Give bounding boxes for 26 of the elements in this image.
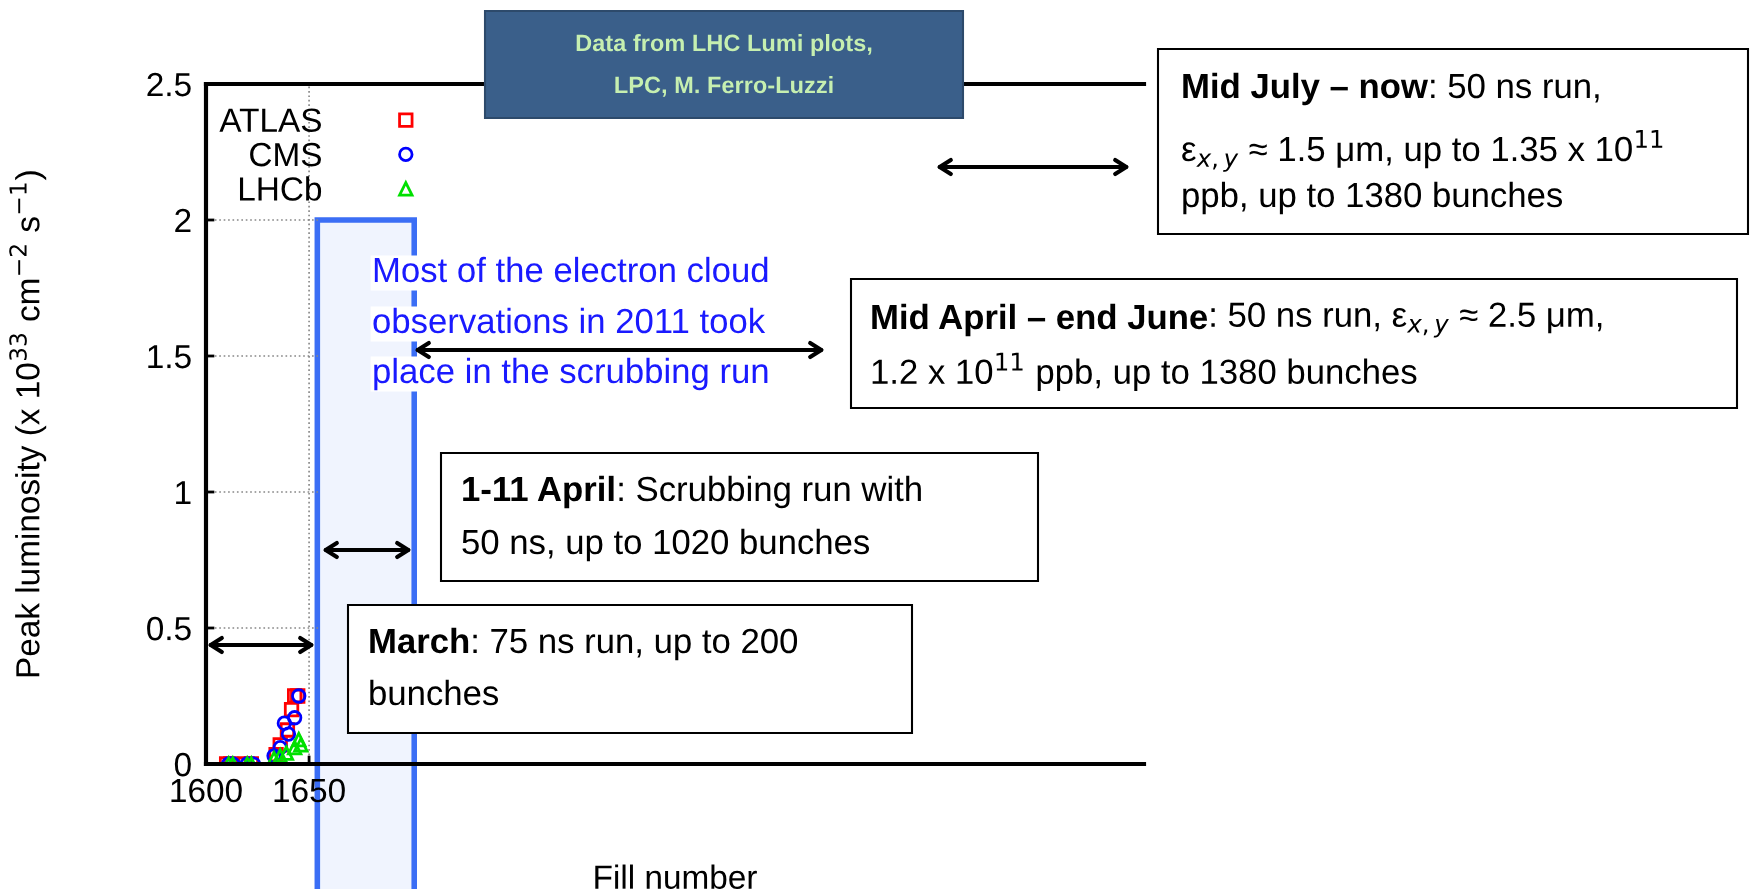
legend-label: LHCb: [239, 176, 322, 201]
point: [280, 726, 297, 742]
y-tick-label: 1: [176, 481, 191, 505]
point: [272, 748, 288, 764]
annotation: Most of the electron cloud observations in 2011 took place in the scrubbing run: [373, 256, 768, 391]
point: [287, 740, 303, 756]
x-axis-title: Fill number: [595, 864, 757, 889]
point: [276, 715, 292, 731]
annotation: Data from LHC Lumi plots, LPC, M. Ferro-Luzzi: [576, 34, 872, 97]
point: [293, 737, 309, 753]
y-tick-label: 2: [175, 208, 191, 233]
y-tick-label: 1.5: [148, 345, 191, 369]
y-tick-label: 0.5: [147, 616, 191, 641]
point: [278, 745, 295, 761]
text: Mid April – end June: 50 ns run, ε$_{x,y}$ ≈ 2.5 μm, 1.2 x 10$^{11}$ ppb, up to 1380 bunches: [872, 302, 1602, 391]
y-axis-title: Peak luminosity (x 10$^{33}$ cm$^{−2}$ s$^{−1}$): [9, 171, 47, 677]
legend-label: CMS: [250, 142, 321, 167]
point: [291, 731, 307, 748]
point: [287, 710, 303, 726]
y-tick-label: 2.5: [147, 72, 191, 97]
annotation: March: 75 ns run, up to 200 bunches: [370, 627, 798, 706]
y-tick-label: 0: [174, 752, 191, 777]
legend-label: ATLAS: [219, 108, 321, 133]
annotation: 1-11 April: Scrubbing run with 50 ns, up to 1020 bunches: [462, 475, 921, 562]
text: Mid July – now: 50 ns run, ε$_{x,y}$ ≈ 1.5 μm, up to 1.35 x 10$^{11}$ ppb, up to 1380 bunches: [1182, 72, 1663, 215]
x-tick-label: 1600: [171, 778, 242, 803]
